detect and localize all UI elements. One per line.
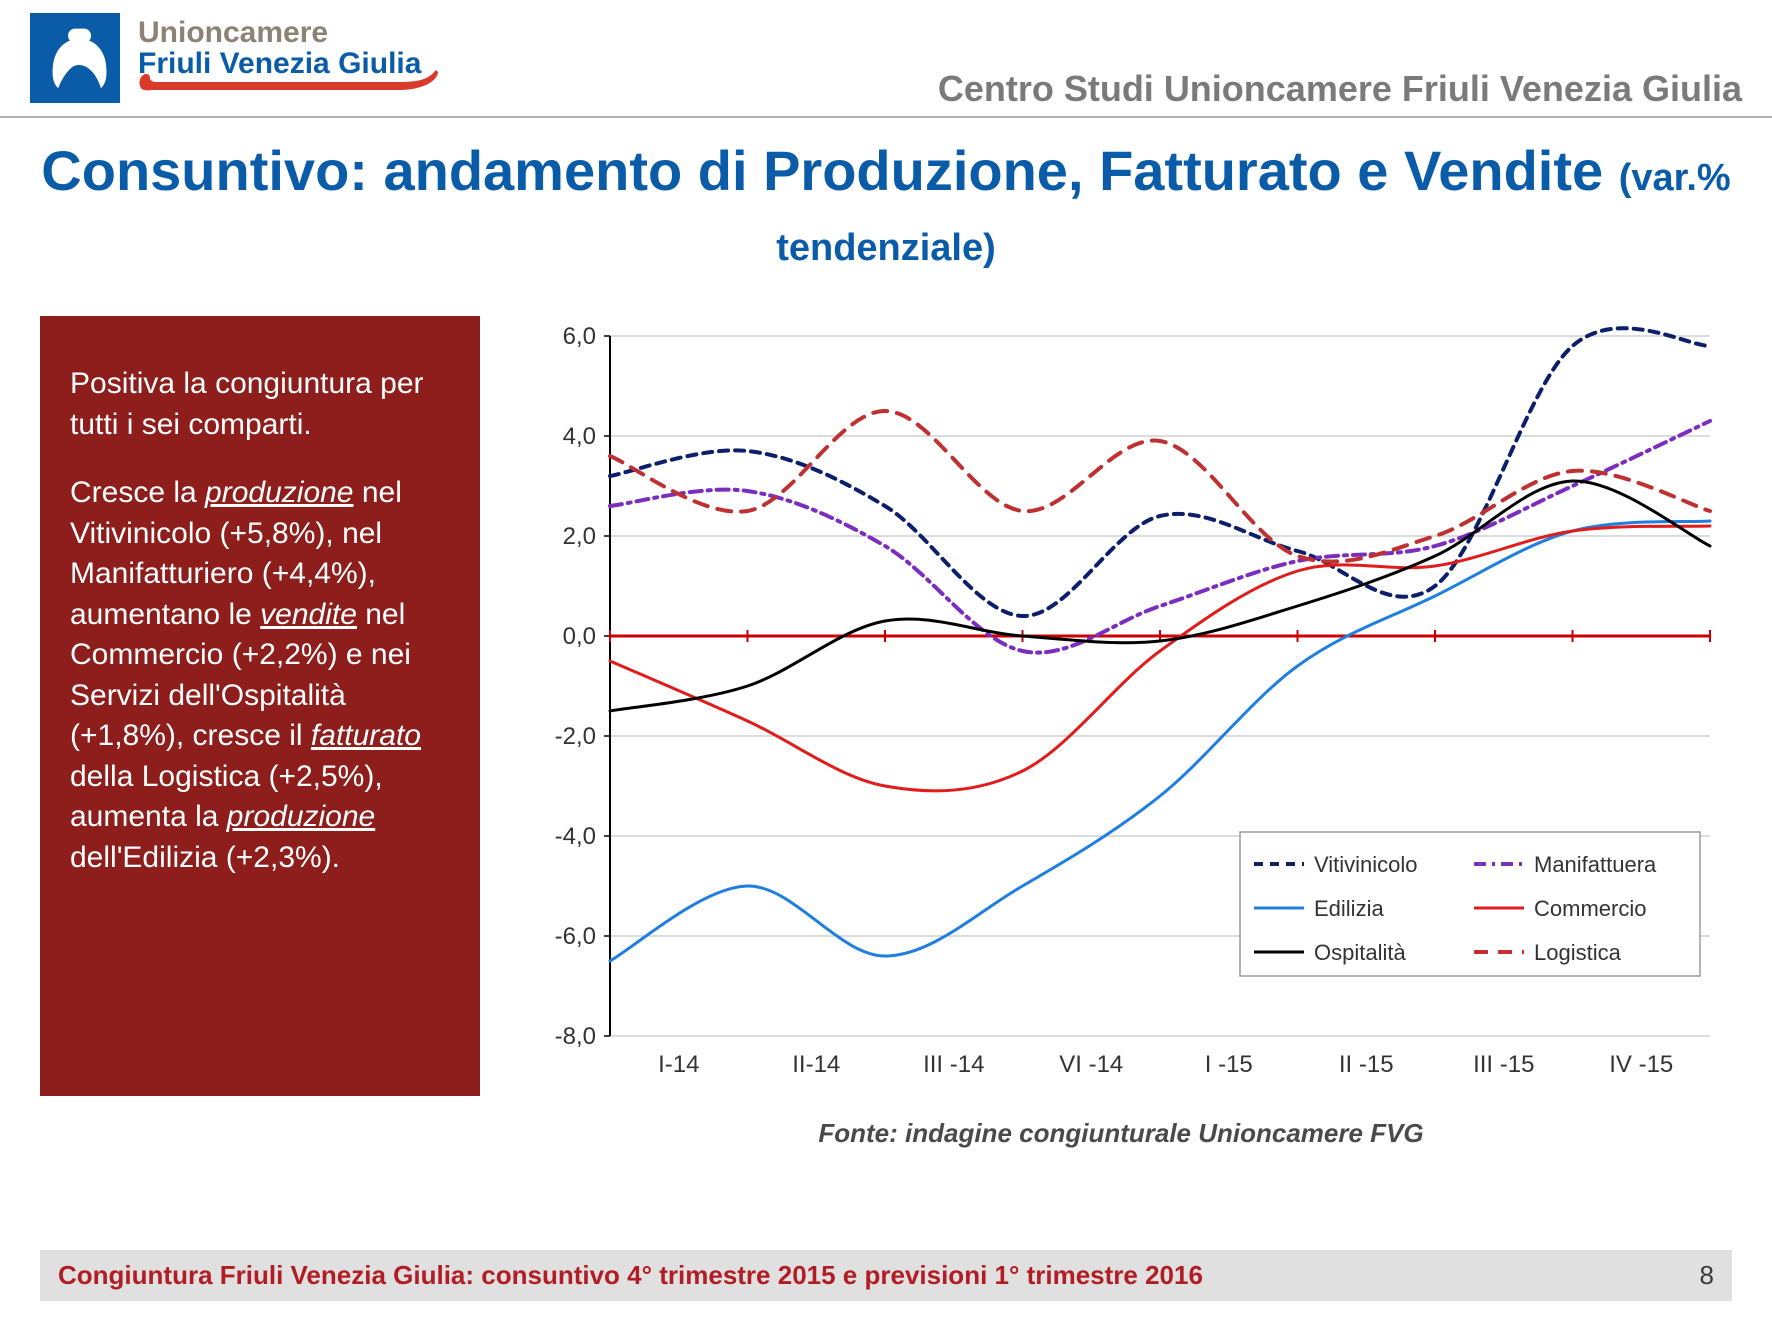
svg-text:-6,0: -6,0 xyxy=(555,923,596,950)
svg-text:-4,0: -4,0 xyxy=(555,823,596,850)
svg-text:I -15: I -15 xyxy=(1205,1051,1253,1078)
eagle-icon xyxy=(30,13,120,103)
svg-text:Ospitalità: Ospitalità xyxy=(1314,940,1406,965)
panel-para1: Positiva la congiuntura per tutti i sei … xyxy=(70,364,450,445)
svg-text:II-14: II-14 xyxy=(792,1051,840,1078)
svg-text:IV -15: IV -15 xyxy=(1609,1051,1673,1078)
panel-para2: Cresce la produzione nel Vitivinicolo (+… xyxy=(70,473,450,878)
svg-text:-2,0: -2,0 xyxy=(555,723,596,750)
logo-line1: Unioncamere xyxy=(138,17,438,49)
header-right-text: Centro Studi Unioncamere Friuli Venezia … xyxy=(938,68,1742,116)
svg-text:0,0: 0,0 xyxy=(563,623,596,650)
swoosh-icon xyxy=(138,70,438,100)
svg-text:Edilizia: Edilizia xyxy=(1314,896,1384,921)
svg-text:III -15: III -15 xyxy=(1473,1051,1534,1078)
title-main: Consuntivo: andamento di Produzione, Fat… xyxy=(41,139,1603,202)
svg-text:-8,0: -8,0 xyxy=(555,1023,596,1050)
svg-text:6,0: 6,0 xyxy=(563,323,596,350)
footer-text: Congiuntura Friuli Venezia Giulia: consu… xyxy=(58,1260,1203,1291)
svg-text:Commercio: Commercio xyxy=(1534,896,1646,921)
logo-text: Unioncamere Friuli Venezia Giulia xyxy=(138,17,438,100)
chart-source: Fonte: indagine congiunturale Unioncamer… xyxy=(510,1118,1732,1149)
chart-container: -8,0 -6,0 -4,0 -2,0 0,0 2,0 4,0 6,0 I-14 II-14 III… xyxy=(510,316,1732,1149)
slide-title: Consuntivo: andamento di Produzione, Fat… xyxy=(0,136,1772,276)
line-chart: -8,0 -6,0 -4,0 -2,0 0,0 2,0 4,0 6,0 I-14 II-14 III… xyxy=(510,316,1730,1096)
text-panel: Positiva la congiuntura per tutti i sei … xyxy=(40,316,480,1096)
svg-text:VI -14: VI -14 xyxy=(1059,1051,1123,1078)
svg-text:III -14: III -14 xyxy=(923,1051,984,1078)
svg-text:Manifattuera: Manifattuera xyxy=(1534,852,1657,877)
svg-text:II -15: II -15 xyxy=(1339,1051,1394,1078)
slide-header: Unioncamere Friuli Venezia Giulia Centro… xyxy=(0,0,1772,118)
svg-text:2,0: 2,0 xyxy=(563,523,596,550)
page-number: 8 xyxy=(1670,1260,1714,1291)
slide-footer: Congiuntura Friuli Venezia Giulia: consu… xyxy=(0,1250,1772,1329)
logo: Unioncamere Friuli Venezia Giulia xyxy=(30,13,438,103)
svg-text:Logistica: Logistica xyxy=(1534,940,1622,965)
svg-text:I-14: I-14 xyxy=(658,1051,699,1078)
svg-text:4,0: 4,0 xyxy=(563,423,596,450)
svg-text:Vitivinicolo: Vitivinicolo xyxy=(1314,852,1418,877)
